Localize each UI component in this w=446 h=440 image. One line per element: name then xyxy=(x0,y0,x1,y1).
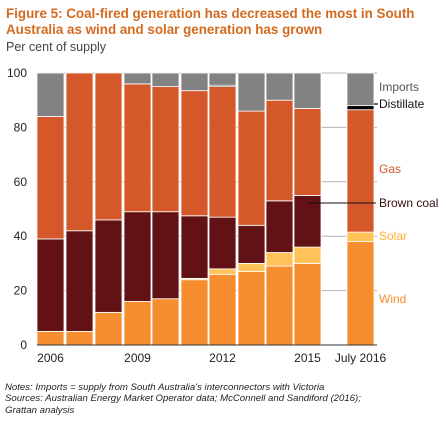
bar-segment-gas xyxy=(123,83,152,213)
legend-label-wind: Wind xyxy=(379,292,406,306)
legend-label-distillate: Distillate xyxy=(379,97,425,111)
bar-segment-imports xyxy=(346,72,375,107)
y-tick-label: 40 xyxy=(14,229,28,243)
bar-segment-wind xyxy=(123,301,152,346)
bar-segment-brown-coal xyxy=(94,219,123,313)
bar-segment-wind xyxy=(346,241,375,346)
bar-segment-wind xyxy=(293,262,322,346)
bar-segment-gas xyxy=(346,109,375,233)
stacked-bar-chart: 0 20 40 60 80 100 2006 2009 2012 2015 July 2016 Imp… xyxy=(7,66,438,365)
bar-segment-wind xyxy=(180,279,209,346)
legend-label-imports: Imports xyxy=(379,80,419,94)
bar-segment-imports xyxy=(265,72,294,101)
bar-segment-brown-coal xyxy=(36,238,65,332)
bar-segment-gas xyxy=(237,110,266,226)
y-tick-label: 80 xyxy=(14,120,28,134)
bar-segment-imports xyxy=(123,72,152,85)
sources-line: Sources: Australian Energy Market Operat… xyxy=(5,393,361,405)
y-tick-label: 60 xyxy=(14,175,28,189)
bar-segment-wind xyxy=(151,298,180,346)
bar-segment-gas xyxy=(36,116,65,240)
bar-segment-solar xyxy=(293,246,322,264)
legend-label-brown-coal: Brown coal xyxy=(379,196,438,210)
bar-segment-brown-coal xyxy=(65,230,94,332)
bar-segment-imports xyxy=(208,72,237,86)
x-tick-label: July 2016 xyxy=(335,351,387,365)
bar-segment-imports xyxy=(151,72,180,88)
bar-segment-solar xyxy=(208,268,237,275)
bar-segment-gas xyxy=(293,107,322,196)
bar-segment-brown-coal xyxy=(265,200,294,253)
bar-segment-imports xyxy=(180,72,209,92)
y-tick-label: 20 xyxy=(14,284,28,298)
bar-segment-imports xyxy=(237,72,266,112)
chart-subtitle: Per cent of supply xyxy=(6,40,107,54)
bar-segment-wind xyxy=(208,273,237,346)
x-tick-label: 2015 xyxy=(294,351,321,365)
bar-segment-wind xyxy=(265,265,294,346)
bar-segment-gas xyxy=(265,99,294,202)
chart-notes: Notes: Imports = supply from South Austr… xyxy=(5,382,441,416)
y-tick-label: 0 xyxy=(20,338,27,352)
bar-segment-brown-coal xyxy=(208,216,237,270)
bar-segment-wind xyxy=(36,330,65,346)
bar-segment-imports xyxy=(36,72,65,117)
bar-segment-gas xyxy=(94,72,123,221)
bar-segment-gas xyxy=(65,72,94,232)
notes-line: Notes: Imports = supply from South Austr… xyxy=(5,382,325,393)
bar-segment-gas xyxy=(151,86,180,213)
bar-segment-wind xyxy=(94,311,123,346)
bar-segment-gas xyxy=(208,86,237,218)
bar-segment-brown-coal xyxy=(237,224,266,264)
legend-label-gas: Gas xyxy=(379,162,401,176)
bar-segment-solar xyxy=(265,252,294,267)
bar-segment-brown-coal xyxy=(151,211,180,300)
bar-segment-brown-coal xyxy=(293,194,322,248)
chart-title: Figure 5: Coal-fired generation has decr… xyxy=(6,6,415,37)
bar-segment-brown-coal xyxy=(123,211,152,302)
bar-segment-gas xyxy=(180,90,209,217)
y-tick-label: 100 xyxy=(7,66,27,80)
bar-segment-wind xyxy=(237,271,266,346)
x-tick-label: 2012 xyxy=(209,351,236,365)
x-tick-label: 2006 xyxy=(37,351,64,365)
bar-segment-imports xyxy=(293,72,322,109)
bar-segment-solar xyxy=(237,262,266,272)
x-tick-label: 2009 xyxy=(124,351,151,365)
sources-line-continued: Grattan analysis xyxy=(5,404,75,416)
legend-label-solar: Solar xyxy=(379,229,407,243)
bar-segment-solar xyxy=(346,231,375,243)
bar-segment-brown-coal xyxy=(180,215,209,279)
bar-segment-distillate xyxy=(346,105,375,111)
bar-segment-wind xyxy=(65,330,94,346)
